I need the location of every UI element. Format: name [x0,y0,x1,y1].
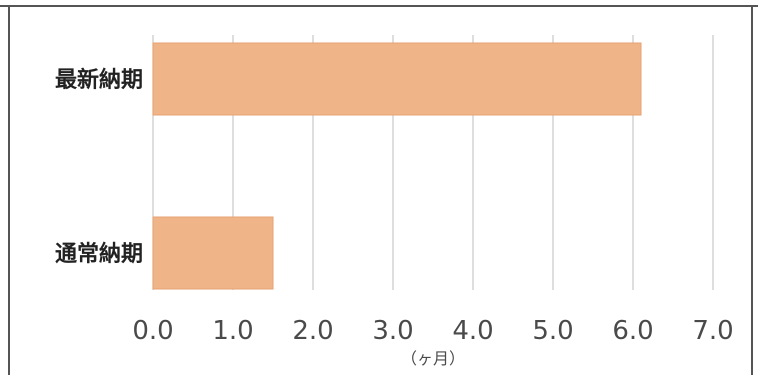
x-tick-label: 0.0 [132,316,173,346]
x-tick-label: 6.0 [612,316,653,346]
x-tick-label: 7.0 [692,316,733,346]
x-tick-label: 4.0 [452,316,493,346]
x-tick-label: 1.0 [212,316,253,346]
x-axis-unit-label: （ヶ月） [401,349,465,368]
category-label: 通常納期 [55,241,143,267]
bar-latest-lead-time [152,42,642,116]
category-label: 最新納期 [55,67,143,93]
bar-normal-lead-time [152,216,274,290]
x-tick-label: 3.0 [372,316,413,346]
x-tick-label: 5.0 [532,316,573,346]
x-tick-label: 2.0 [292,316,333,346]
